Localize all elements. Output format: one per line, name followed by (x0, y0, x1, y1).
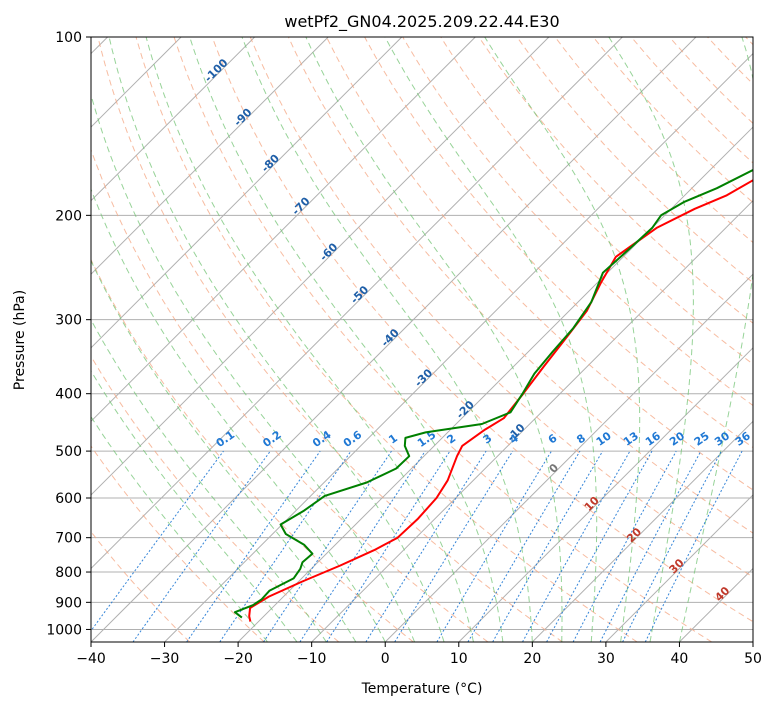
chart-title: wetPf2_GN04.2025.209.22.44.E30 (284, 12, 559, 32)
moist-adiabat-line (608, 37, 694, 642)
background-lines (91, 37, 753, 642)
dry-adiabat-line (364, 37, 753, 449)
isotherm-line (384, 273, 753, 642)
x-tick-label: 30 (597, 651, 615, 667)
x-tick-label: 0 (381, 651, 390, 667)
moist-adiabat-line (91, 318, 327, 642)
mixing-ratio-line (644, 450, 743, 642)
dry-adiabat-line (97, 37, 563, 642)
x-tick-label: −40 (76, 651, 106, 667)
isotherm-line (531, 420, 753, 642)
isotherm-line (237, 126, 753, 642)
isotherm-line (91, 37, 623, 570)
isotherm-line (91, 37, 403, 349)
dry-adiabat-line (249, 37, 753, 578)
mixing-ratio-line (263, 450, 392, 642)
moist-adiabat-line (305, 37, 563, 642)
moist-adiabat-line (91, 259, 357, 642)
y-tick-label: 600 (55, 491, 82, 507)
dry-adiabat-line (478, 37, 753, 324)
moist-adiabat-line (91, 415, 268, 642)
y-tick-label: 300 (55, 313, 82, 329)
y-axis: 100 200 300 400 500 600 700 800 900 1000 (46, 30, 91, 638)
x-tick-label: 40 (671, 651, 689, 667)
mixing-ratio-line (622, 450, 722, 642)
x-tick-label: 50 (744, 651, 762, 667)
y-tick-label: 800 (55, 565, 82, 581)
y-tick-label: 100 (55, 30, 82, 46)
moist-adiabat-line (91, 188, 386, 642)
mixing-ratio-line (219, 450, 352, 642)
moist-adiabat-line (189, 37, 504, 642)
dry-adiabat-line (592, 37, 753, 204)
isotherm-line (458, 347, 753, 642)
mixing-ratio-line (299, 450, 426, 642)
moist-adiabat-line (108, 37, 445, 642)
plot-background (91, 37, 753, 642)
dry-adiabat-line (135, 37, 638, 642)
profiles (233, 168, 753, 622)
isotherm-line (91, 37, 697, 642)
y-tick-label: 1000 (46, 622, 82, 638)
mixing-ratio-line (91, 450, 224, 632)
y-tick-label: 200 (55, 208, 82, 224)
y-tick-label: 700 (55, 531, 82, 547)
dry-adiabat-line (402, 37, 753, 407)
mixing-ratio-line (326, 450, 451, 642)
isotherm-line (605, 494, 753, 642)
mixing-ratio-line (572, 450, 677, 642)
moist-adiabat-line (384, 37, 598, 642)
x-tick-label: −10 (297, 651, 327, 667)
dewpoint-profile-line (233, 168, 753, 619)
dry-adiabat-line (630, 37, 753, 164)
y-tick-label: 500 (55, 444, 82, 460)
isotherm-line (164, 52, 753, 642)
dry-adiabat-line (173, 37, 713, 642)
dry-adiabat-line (326, 37, 753, 491)
x-axis: −40 −30 −20 −10 0 10 20 30 40 50 (76, 642, 762, 667)
isotherm-line (752, 641, 753, 642)
mixing-ratio-line (186, 450, 321, 642)
x-axis-label: Temperature (°C) (361, 681, 483, 697)
dry-adiabat-line (211, 37, 753, 623)
mixing-ratio-line (132, 450, 271, 642)
moist-adiabat-line (241, 37, 533, 642)
isotherm-line (91, 37, 256, 202)
isotherm-line (91, 37, 550, 496)
mixing-ratio-line (546, 450, 653, 642)
moist-adiabat-line (678, 37, 753, 642)
dry-adiabat-line (287, 37, 753, 534)
mixing-ratio-line (394, 450, 514, 642)
moist-adiabat-line (484, 37, 641, 642)
x-tick-label: 20 (523, 651, 541, 667)
mixing-ratio-line (492, 450, 604, 642)
y-axis-label: Pressure (hPa) (12, 290, 28, 390)
dry-adiabat-line (91, 445, 265, 642)
mixing-ratio-line (522, 450, 631, 642)
isotherm-line (91, 37, 476, 423)
isotherm-line (91, 37, 329, 275)
y-tick-label: 900 (55, 595, 82, 611)
plot-area (91, 37, 753, 642)
moist-adiabat-line (91, 93, 416, 642)
plot-frame (90, 36, 754, 643)
x-tick-label: −30 (150, 651, 180, 667)
y-tick-label: 400 (55, 387, 82, 403)
x-tick-label: −20 (223, 651, 253, 667)
x-tick-label: 10 (450, 651, 468, 667)
moist-adiabat-line (145, 37, 474, 642)
